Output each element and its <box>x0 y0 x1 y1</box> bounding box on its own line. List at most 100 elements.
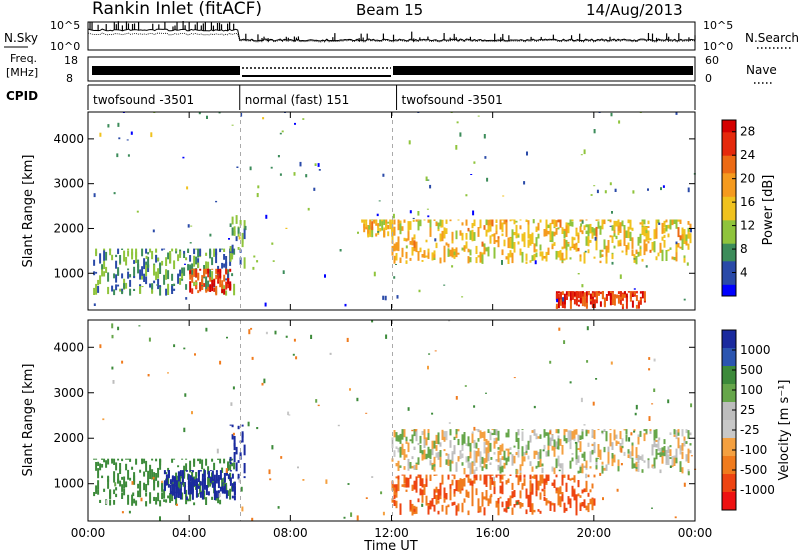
scatter-cell <box>251 517 254 521</box>
range-gate-cell <box>475 475 478 481</box>
range-gate-cell <box>409 221 412 230</box>
range-gate-cell <box>513 242 516 253</box>
range-gate-cell <box>669 220 672 230</box>
range-gate-cell <box>209 248 212 256</box>
range-gate-cell <box>219 275 222 288</box>
velocity-colorbar-step <box>722 366 736 385</box>
range-gate-cell <box>631 227 634 231</box>
range-gate-cell <box>223 254 226 260</box>
range-gate-cell <box>531 503 534 515</box>
range-gate-cell <box>195 268 198 278</box>
range-gate-cell <box>193 479 196 486</box>
range-gate-cell <box>469 481 472 486</box>
range-gate-cell <box>387 221 390 224</box>
range-gate-cell <box>563 258 566 261</box>
range-gate-cell <box>433 219 436 221</box>
range-gate-cell <box>435 474 438 476</box>
range-gate-cell <box>483 225 486 230</box>
scatter-cell <box>395 264 397 265</box>
range-gate-cell <box>579 256 582 262</box>
range-gate-cell <box>415 481 418 493</box>
range-gate-cell <box>203 283 206 287</box>
range-gate-cell <box>125 282 128 289</box>
range-gate-cell <box>633 463 636 469</box>
range-gate-cell <box>149 248 152 253</box>
range-gate-cell <box>107 475 110 479</box>
range-gate-cell <box>689 233 692 244</box>
range-gate-cell <box>487 219 490 226</box>
power-colorbar-step <box>722 196 736 203</box>
range-gate-cell <box>163 499 166 502</box>
range-gate-cell <box>179 476 182 485</box>
range-gate-cell <box>455 480 458 492</box>
scatter-cell <box>647 188 649 191</box>
range-gate-cell <box>413 480 416 487</box>
scatter-cell <box>562 297 565 302</box>
range-gate-cell <box>515 432 518 442</box>
range-gate-cell <box>105 251 108 261</box>
range-gate-cell <box>563 239 566 249</box>
range-gate-cell <box>477 498 480 510</box>
scatter-cell <box>244 225 247 231</box>
range-gate-cell <box>569 291 572 293</box>
scatter-cell <box>121 360 124 364</box>
scatter-cell <box>317 404 320 407</box>
range-gate-cell <box>405 441 408 444</box>
range-gate-cell <box>589 498 592 505</box>
range-gate-cell <box>555 458 558 469</box>
range-gate-cell <box>385 223 388 230</box>
range-gate-cell <box>549 437 552 447</box>
range-gate-cell <box>579 495 582 498</box>
range-gate-cell <box>401 226 404 231</box>
range-gate-cell <box>575 245 578 252</box>
range-gate-cell <box>433 474 436 476</box>
range-gate-cell <box>193 255 196 267</box>
range-gate-cell <box>443 252 446 263</box>
range-gate-cell <box>655 256 658 261</box>
range-gate-cell <box>549 230 552 241</box>
range-gate-cell <box>221 248 224 250</box>
scatter-cell <box>225 468 228 473</box>
range-gate-cell <box>541 255 544 258</box>
range-gate-cell <box>397 479 400 492</box>
range-gate-cell <box>557 227 560 230</box>
range-gate-cell <box>167 470 170 479</box>
range-gate-cell <box>131 466 134 470</box>
range-gate-cell <box>217 475 220 481</box>
range-gate-cell <box>403 466 406 470</box>
scatter-cell <box>593 129 596 134</box>
range-gate-cell <box>205 497 208 505</box>
range-gate-cell <box>447 504 450 508</box>
range-gate-cell <box>233 452 236 463</box>
range-gate-cell <box>225 290 228 296</box>
range-gate-cell <box>227 490 230 496</box>
range-gate-cell <box>521 456 524 467</box>
range-gate-cell <box>535 465 538 469</box>
x-tick-label: 00:00 <box>71 526 106 540</box>
range-gate-cell <box>637 454 640 464</box>
range-gate-cell <box>559 294 562 306</box>
range-gate-cell <box>237 247 240 250</box>
range-gate-cell <box>575 228 578 237</box>
scatter-cell <box>216 448 219 454</box>
range-gate-cell <box>463 498 466 503</box>
range-gate-cell <box>175 486 178 494</box>
range-gate-cell <box>221 467 224 473</box>
range-gate-cell <box>151 290 154 294</box>
range-gate-cell <box>237 460 240 463</box>
range-gate-cell <box>193 502 196 506</box>
range-gate-cell <box>479 430 482 439</box>
range-gate-cell <box>427 248 430 254</box>
power-colorbar-title: Power [dB] <box>761 175 776 246</box>
range-gate-cell <box>405 260 408 264</box>
range-gate-cell <box>171 273 174 281</box>
range-gate-cell <box>443 494 446 503</box>
freq-tick-high: 18 <box>64 54 78 67</box>
scatter-cell <box>690 455 693 457</box>
range-gate-cell <box>401 429 404 440</box>
scatter-cell <box>277 155 280 158</box>
range-gate-cell <box>539 244 542 251</box>
range-gate-cell <box>129 458 132 462</box>
power-colorbar-step <box>722 184 736 191</box>
range-gate-cell <box>457 252 460 255</box>
